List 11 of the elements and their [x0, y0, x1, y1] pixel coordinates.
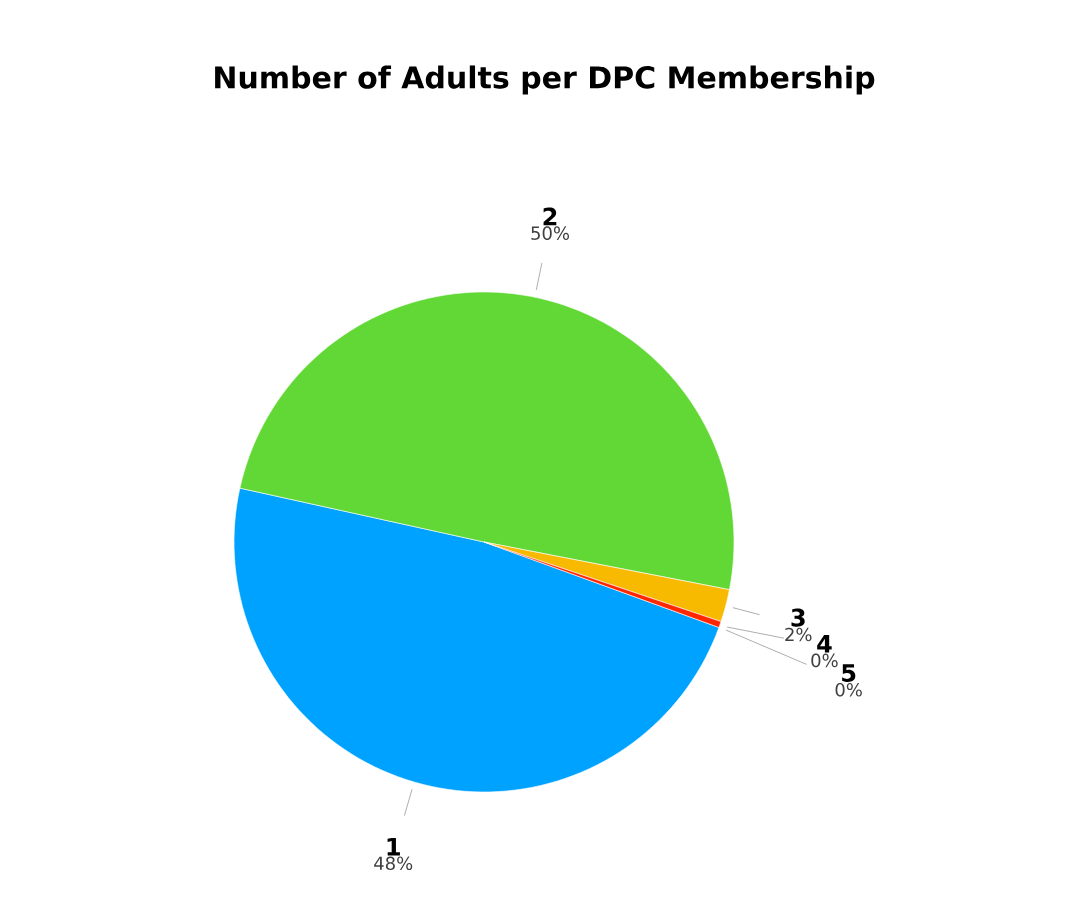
text: 0% [835, 682, 862, 697]
category-label: 5 [842, 664, 856, 682]
slice-label: 1 [387, 838, 400, 856]
slice-label: 2 [543, 207, 557, 226]
chart-title: Number of Adults per DPC Membership [215, 65, 875, 95]
data-label: 50% [531, 226, 570, 240]
data-label: 2% [785, 627, 812, 642]
data-label: 48% [374, 856, 413, 871]
slice-label: 4 [817, 635, 832, 653]
data-label: 0% [811, 653, 838, 668]
slice-label: 3 [791, 608, 805, 627]
